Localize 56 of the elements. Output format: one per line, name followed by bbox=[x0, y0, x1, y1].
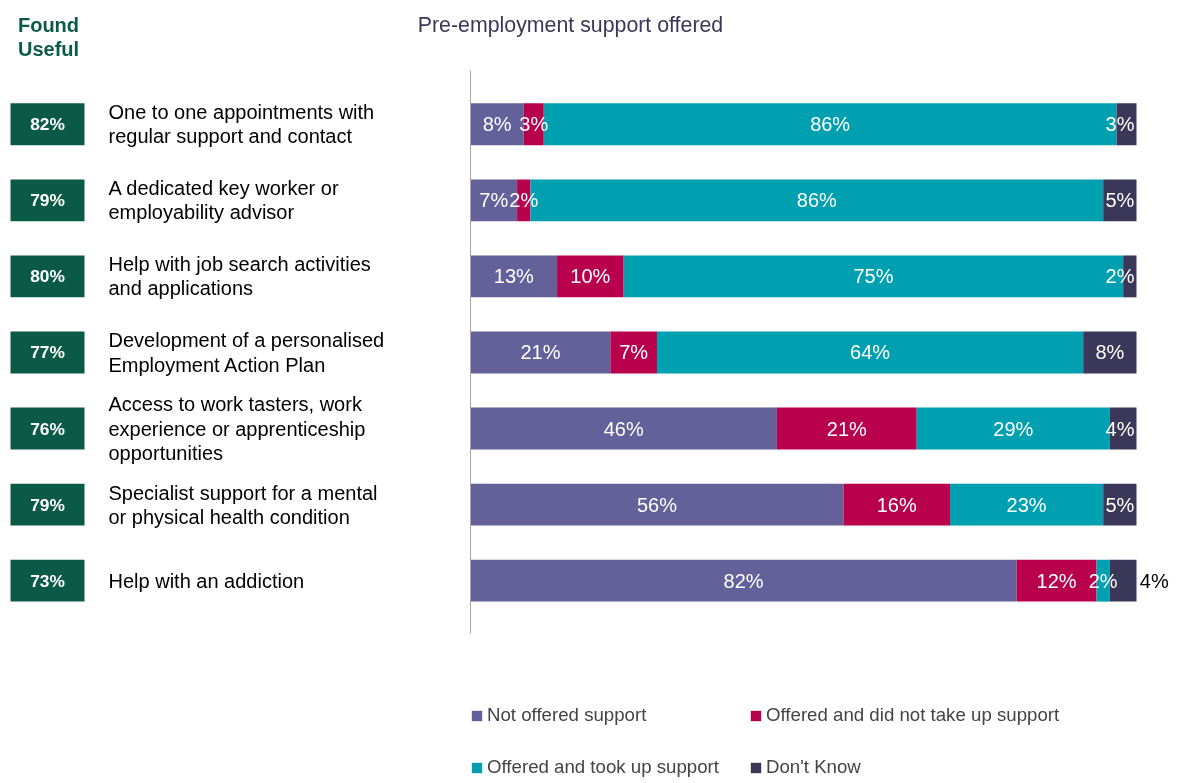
legend-label: Don't Know bbox=[765, 756, 861, 778]
text: 79% bbox=[30, 494, 65, 515]
data-label: 3% bbox=[1105, 113, 1135, 136]
data-label: 10% bbox=[570, 265, 611, 288]
y-tick-label: One to one appointments with regular support and contact bbox=[108, 101, 375, 148]
data-label: 8% bbox=[1095, 341, 1125, 364]
y-tick-label: Specialist support for a mental or physical health condition bbox=[108, 481, 378, 528]
y-tick-label: Access to work tasters, work experience or apprenticeship opportunities bbox=[108, 393, 366, 464]
data-label: 29% bbox=[993, 417, 1034, 440]
bar bbox=[557, 255, 624, 298]
data-label: 4% bbox=[1105, 417, 1135, 440]
data-label: 64% bbox=[850, 341, 891, 364]
text: 79% bbox=[30, 190, 65, 211]
data-label: 86% bbox=[810, 113, 851, 136]
data-label: 21% bbox=[826, 417, 868, 440]
data-label: 8% bbox=[482, 113, 512, 136]
data-label: 56% bbox=[636, 493, 678, 516]
text: 80% bbox=[30, 266, 65, 287]
bar bbox=[950, 483, 1104, 526]
data-label: 7% bbox=[619, 341, 649, 364]
bar bbox=[843, 483, 951, 526]
bar bbox=[656, 331, 1084, 374]
y-tick-label: Development of a personalised Employment Action Plan bbox=[108, 329, 385, 376]
data-label: 5% bbox=[1105, 493, 1135, 516]
bar bbox=[470, 483, 844, 526]
text: 76% bbox=[30, 418, 65, 439]
data-label: 75% bbox=[853, 265, 894, 288]
data-label: 86% bbox=[796, 189, 838, 212]
data-label: 23% bbox=[1006, 493, 1047, 516]
legend-label: Not offered support bbox=[487, 704, 647, 726]
y-tick-label: A dedicated key worker or employability advisor bbox=[108, 177, 339, 224]
data-label: 46% bbox=[603, 417, 644, 440]
y-tick-label: Help with job search activities and applications bbox=[108, 253, 371, 300]
bar bbox=[470, 407, 777, 450]
text: 82% bbox=[30, 114, 65, 135]
legend-label: Offered and did not take up support bbox=[765, 704, 1060, 726]
text: Found Useful bbox=[17, 13, 80, 60]
data-label: 12% bbox=[1036, 569, 1077, 592]
data-label: 13% bbox=[493, 265, 535, 288]
bar bbox=[470, 255, 558, 298]
bar bbox=[776, 407, 917, 450]
legend-label: Offered and took up support bbox=[487, 756, 719, 778]
bar bbox=[470, 331, 611, 374]
data-label: 5% bbox=[1105, 189, 1135, 212]
y-tick-label: Help with an addiction bbox=[108, 569, 305, 592]
chart-title: Pre-employment support offered bbox=[417, 13, 724, 38]
data-label: 7% bbox=[479, 189, 509, 212]
data-label: 21% bbox=[520, 341, 561, 364]
text: 73% bbox=[30, 570, 65, 591]
data-label: 16% bbox=[876, 493, 917, 516]
data-label: 4% bbox=[1139, 569, 1169, 592]
data-label: 2% bbox=[509, 189, 539, 212]
bar bbox=[470, 559, 1017, 602]
text: 77% bbox=[30, 342, 65, 363]
data-label: 82% bbox=[723, 569, 764, 592]
data-label: 2% bbox=[1105, 265, 1135, 288]
